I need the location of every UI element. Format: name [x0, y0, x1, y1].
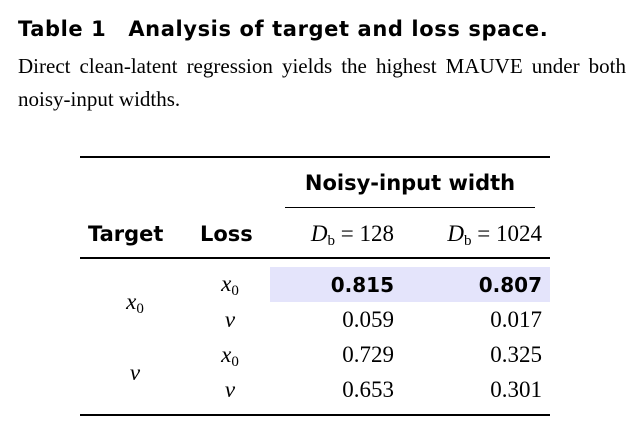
caption-text: Direct clean-latent regression yields th…: [18, 54, 626, 111]
row-highlight: [270, 267, 550, 302]
value-cell: 0.807: [478, 273, 542, 297]
value-cell: 0.653: [342, 377, 394, 402]
target-cell: x0: [90, 288, 180, 317]
value-cell: 0.059: [342, 307, 394, 332]
loss-cell: x0: [200, 270, 260, 299]
top-rule: [80, 156, 550, 158]
group-header: Noisy-input width: [304, 171, 516, 195]
loss-cell: v: [200, 376, 260, 404]
math-symbol: x: [221, 271, 232, 296]
value-cell: 0.017: [490, 307, 542, 332]
math-subscript: b: [327, 233, 336, 249]
math-symbol: v: [224, 377, 236, 402]
math-symbol: x: [221, 342, 232, 367]
caption-title: Table 1 Analysis of target and loss spac…: [18, 17, 628, 41]
math-symbol: D: [310, 221, 328, 246]
bottom-rule: [80, 414, 550, 416]
value-cell: 0.325: [490, 342, 542, 367]
caption-label: Table 1: [18, 17, 107, 41]
math-symbol: v: [224, 307, 236, 332]
column-header: Loss: [200, 222, 253, 246]
column-header: Db = 1024: [400, 220, 542, 249]
loss-cell: v: [200, 306, 260, 334]
caption-heading: Analysis of target and loss space.: [128, 17, 549, 41]
math-rest: = 1024: [477, 221, 542, 246]
math-symbol: D: [447, 221, 465, 246]
value-cell: 0.301: [490, 377, 542, 402]
value-cell: 0.729: [342, 342, 394, 367]
math-rest: = 128: [340, 221, 394, 246]
math-symbol: v: [129, 359, 141, 385]
loss-cell: x0: [200, 341, 260, 370]
target-cell: v: [90, 359, 180, 387]
math-symbol: x: [126, 289, 137, 314]
math-subscript: 0: [231, 354, 239, 370]
mid-rule: [80, 257, 550, 259]
value-cell: 0.815: [330, 273, 394, 297]
math-subscript: b: [464, 233, 472, 249]
column-header: Target: [88, 222, 164, 246]
math-subscript: 0: [136, 301, 144, 317]
column-header: Db = 128: [270, 220, 394, 249]
math-subscript: 0: [231, 283, 239, 299]
group-rule: [285, 207, 535, 208]
